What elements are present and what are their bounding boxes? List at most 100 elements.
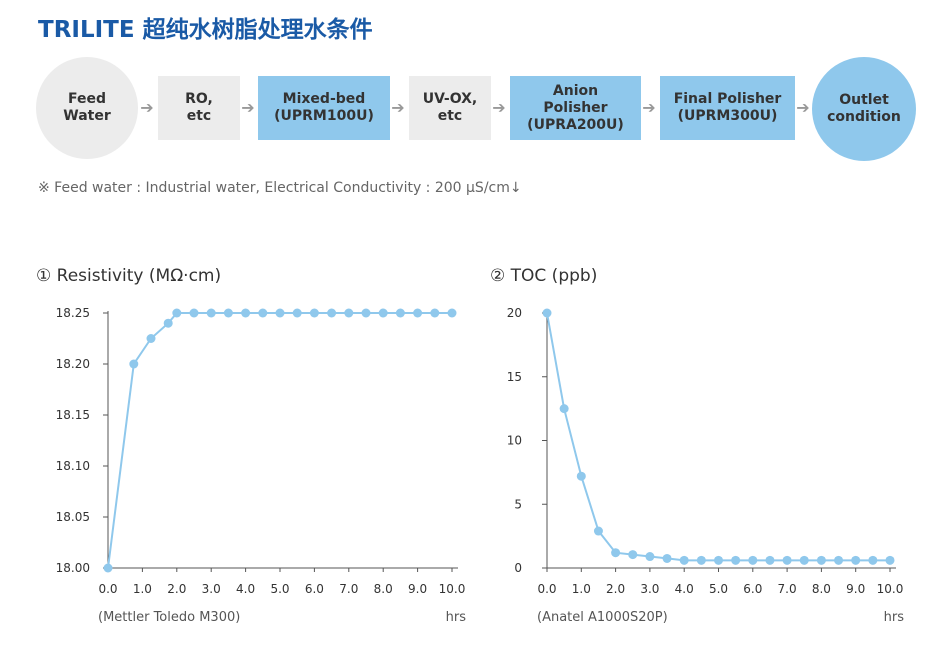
resistivity-y-tick-label: 18.00 <box>56 561 90 575</box>
resistivity-data-point <box>361 308 371 318</box>
toc-data-point <box>559 404 569 414</box>
resistivity-x-tick-label: 4.0 <box>236 582 255 596</box>
resistivity-instrument-label: (Mettler Toledo M300) <box>98 610 240 625</box>
resistivity-data-point <box>206 308 216 318</box>
toc-data-point <box>765 555 775 565</box>
page-title: TRILITE 超纯水树脂处理水条件 <box>38 17 373 43</box>
resistivity-data-point <box>275 308 285 318</box>
toc-series-line <box>546 312 890 562</box>
resistivity-x-axis-label: hrs <box>446 610 467 625</box>
flow-node-uv-ox: UV-OX, etc <box>409 76 491 140</box>
toc-data-point <box>834 555 844 565</box>
toc-instrument-label: (Anatel A1000S20P) <box>537 610 668 625</box>
flow-node-final-polisher: Final Polisher (UPRM300U) <box>660 76 795 140</box>
resistivity-data-point <box>163 318 173 328</box>
arrow-right-icon: ➔ <box>391 98 405 117</box>
resistivity-x-tick-label: 1.0 <box>133 582 152 596</box>
toc-data-point <box>714 555 723 565</box>
resistivity-y-tick-label: 18.25 <box>56 306 90 320</box>
toc-data-point <box>611 548 621 558</box>
resistivity-x-tick-label: 9.0 <box>408 582 427 596</box>
toc-x-tick-label: 9.0 <box>846 582 865 596</box>
toc-x-tick-label: 7.0 <box>778 582 797 596</box>
flow-node-anion-polisher: Anion Polisher (UPRA200U) <box>510 76 641 140</box>
toc-x-tick-label: 3.0 <box>640 582 659 596</box>
resistivity-data-point <box>103 563 113 573</box>
toc-data-point <box>542 308 552 318</box>
resistivity-data-point <box>146 334 156 343</box>
toc-data-point <box>748 555 758 565</box>
resistivity-data-point <box>129 359 139 369</box>
resistivity-data-point <box>344 308 354 318</box>
toc-x-tick-label: 10.0 <box>877 582 904 596</box>
toc-data-point <box>782 555 792 565</box>
toc-data-point <box>645 552 655 562</box>
toc-x-axis-label: hrs <box>884 610 905 625</box>
resistivity-x-tick-label: 2.0 <box>167 582 186 596</box>
resistivity-y-tick-label: 18.20 <box>56 357 90 371</box>
resistivity-x-tick-label: 6.0 <box>305 582 324 596</box>
toc-data-point <box>885 555 895 565</box>
resistivity-x-tick-label: 5.0 <box>270 582 289 596</box>
feed-water-note: ※ Feed water : Industrial water, Electri… <box>38 180 522 196</box>
resistivity-data-point <box>309 308 319 318</box>
toc-x-tick-label: 6.0 <box>743 582 762 596</box>
toc-x-tick-label: 4.0 <box>675 582 694 596</box>
toc-data-point <box>816 555 826 565</box>
resistivity-x-tick-label: 10.0 <box>439 582 466 596</box>
toc-y-tick-label: 15 <box>507 370 522 384</box>
toc-y-tick-label: 0 <box>514 561 522 575</box>
resistivity-data-point <box>413 308 423 318</box>
toc-data-point <box>851 555 861 565</box>
resistivity-data-point <box>430 308 440 318</box>
resistivity-data-point <box>378 308 388 318</box>
resistivity-y-tick-label: 18.10 <box>56 459 90 473</box>
toc-y-tick-label: 5 <box>514 497 522 511</box>
flow-node-mixed-bed: Mixed-bed (UPRM100U) <box>258 76 390 140</box>
toc-y-tick-label: 10 <box>507 434 522 448</box>
flow-node-feed-water: Feed Water <box>36 57 138 159</box>
toc-data-point <box>868 555 878 565</box>
resistivity-data-point <box>327 308 337 318</box>
resistivity-data-point <box>223 308 233 318</box>
arrow-right-icon: ➔ <box>241 98 255 117</box>
resistivity-data-point <box>395 308 405 318</box>
resistivity-x-tick-label: 3.0 <box>202 582 221 596</box>
chart-title-toc: ② TOC (ppb) <box>490 266 598 286</box>
toc-x-tick-label: 5.0 <box>709 582 728 596</box>
resistivity-data-point <box>172 308 182 318</box>
flow-node-outlet-condition: Outlet condition <box>812 57 916 161</box>
resistivity-data-point <box>241 308 251 318</box>
resistivity-x-tick-label: 7.0 <box>339 582 358 596</box>
resistivity-data-point <box>447 308 457 318</box>
toc-data-point <box>628 550 638 560</box>
arrow-right-icon: ➔ <box>642 98 656 117</box>
toc-y-tick-label: 20 <box>507 306 522 320</box>
toc-x-tick-label: 8.0 <box>812 582 831 596</box>
resistivity-data-point <box>189 308 199 318</box>
toc-data-point <box>576 471 586 481</box>
toc-data-point <box>799 555 809 565</box>
toc-data-point <box>731 555 741 565</box>
toc-data-point <box>696 555 706 565</box>
resistivity-x-tick-label: 8.0 <box>374 582 393 596</box>
arrow-right-icon: ➔ <box>140 98 154 117</box>
resistivity-y-tick-label: 18.05 <box>56 510 90 524</box>
process-flow: Feed Water ➔ RO, etc ➔ Mixed-bed (UPRM10… <box>0 0 936 200</box>
toc-data-point <box>662 553 672 563</box>
resistivity-series-line <box>107 312 452 569</box>
arrow-right-icon: ➔ <box>492 98 506 117</box>
arrow-right-icon: ➔ <box>796 98 810 117</box>
toc-x-tick-label: 1.0 <box>572 582 591 596</box>
toc-x-tick-label: 2.0 <box>606 582 625 596</box>
toc-x-tick-label: 0.0 <box>537 582 556 596</box>
resistivity-data-point <box>292 308 302 318</box>
resistivity-x-tick-label: 0.0 <box>98 582 117 596</box>
resistivity-data-point <box>258 308 268 318</box>
toc-data-point <box>679 555 689 565</box>
flow-node-ro: RO, etc <box>158 76 240 140</box>
resistivity-y-tick-label: 18.15 <box>56 408 90 422</box>
chart-title-resistivity: ① Resistivity (MΩ·cm) <box>36 266 222 286</box>
toc-data-point <box>593 526 603 536</box>
